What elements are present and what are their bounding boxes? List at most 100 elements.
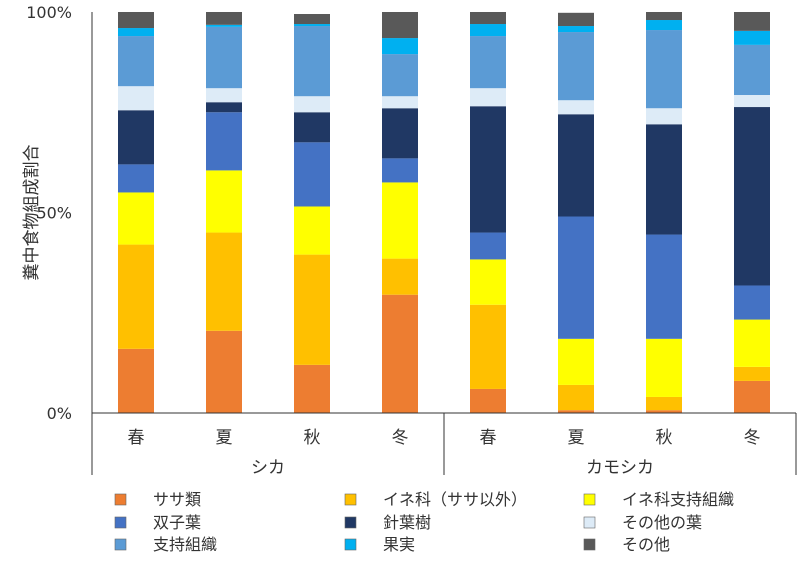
bar-segment bbox=[294, 14, 330, 25]
bar-segment bbox=[558, 12, 594, 27]
x-tick-label: 秋 bbox=[304, 428, 321, 448]
legend-label: イネ科支持組織 bbox=[622, 490, 734, 509]
bar-segment bbox=[646, 124, 682, 235]
legend-label: その他の葉 bbox=[622, 513, 702, 532]
bar-segment bbox=[206, 112, 242, 171]
legend-label: ササ類 bbox=[153, 490, 201, 509]
bar-segment bbox=[646, 234, 682, 339]
bar-segment bbox=[294, 254, 330, 365]
bar-segment bbox=[646, 396, 682, 411]
bar-segment bbox=[558, 410, 594, 413]
y-tick-label: 0% bbox=[47, 404, 72, 423]
bar-segment bbox=[294, 26, 330, 97]
bar-segment bbox=[734, 366, 770, 381]
x-tick-label: 夏 bbox=[216, 428, 233, 448]
legend-swatch bbox=[583, 538, 596, 551]
y-axis-title: 糞中食物組成割合 bbox=[22, 145, 42, 281]
bar-segment bbox=[206, 12, 242, 25]
bar-segment bbox=[294, 364, 330, 413]
bar-segment bbox=[206, 330, 242, 413]
bar-segment bbox=[118, 348, 154, 413]
bar-segment bbox=[382, 54, 418, 97]
bar-segment bbox=[118, 12, 154, 29]
bar-segment bbox=[118, 164, 154, 193]
legend-swatch bbox=[114, 538, 127, 551]
bar-segment bbox=[206, 232, 242, 331]
bar-segment bbox=[294, 206, 330, 255]
bar-segment bbox=[734, 285, 770, 320]
bar-segment bbox=[558, 114, 594, 217]
bar-segment bbox=[646, 30, 682, 109]
bar-segment bbox=[206, 102, 242, 113]
legend-swatch bbox=[344, 538, 357, 551]
x-tick-label: 秋 bbox=[656, 428, 673, 448]
bar-segment bbox=[646, 108, 682, 125]
bar-segment bbox=[558, 216, 594, 339]
bar-segment bbox=[206, 24, 242, 27]
x-tick-label: 春 bbox=[128, 428, 145, 448]
bar-segment bbox=[382, 182, 418, 259]
bar-segment bbox=[294, 142, 330, 207]
bar-segment bbox=[734, 95, 770, 108]
bar-segment bbox=[470, 388, 506, 413]
bar-segment bbox=[382, 38, 418, 55]
bar-segment bbox=[294, 96, 330, 113]
bar-segment bbox=[646, 338, 682, 397]
x-tick-label: 春 bbox=[480, 428, 497, 448]
bar-segment bbox=[382, 96, 418, 109]
bar-segment bbox=[734, 30, 770, 45]
bar-segment bbox=[118, 86, 154, 111]
bar-segment bbox=[470, 106, 506, 233]
bar-segment bbox=[470, 24, 506, 37]
bar-segment bbox=[206, 26, 242, 89]
bar-segment bbox=[558, 338, 594, 385]
bar-segment bbox=[470, 259, 506, 305]
bar-segment bbox=[382, 108, 418, 159]
legend-swatch bbox=[114, 516, 127, 529]
bar-segment bbox=[118, 28, 154, 37]
bar-segment bbox=[558, 100, 594, 115]
bar-segment bbox=[558, 384, 594, 411]
bar-segment bbox=[118, 192, 154, 245]
legend-swatch bbox=[583, 516, 596, 529]
legend-label: イネ科（ササ以外） bbox=[383, 490, 527, 509]
bar-segment bbox=[382, 294, 418, 413]
bar-segment bbox=[734, 319, 770, 367]
legend-label: 針葉樹 bbox=[383, 513, 431, 532]
y-tick-label: 100% bbox=[26, 3, 72, 22]
legend-swatch bbox=[344, 516, 357, 529]
bar-segment bbox=[558, 26, 594, 33]
bar-segment bbox=[206, 170, 242, 233]
bar-segment bbox=[646, 410, 682, 413]
legend-label: その他 bbox=[622, 535, 670, 554]
bar-segment bbox=[470, 88, 506, 107]
bar-segment bbox=[382, 258, 418, 295]
legend-swatch bbox=[583, 493, 596, 506]
bar-segment bbox=[206, 88, 242, 103]
bar-segment bbox=[470, 12, 506, 25]
bar-segment bbox=[294, 24, 330, 27]
bar-segment bbox=[734, 380, 770, 413]
bar-segment bbox=[118, 36, 154, 87]
bar-segment bbox=[734, 44, 770, 96]
x-tick-label: 冬 bbox=[392, 428, 409, 448]
y-tick-label: 50% bbox=[36, 204, 72, 223]
bar-segment bbox=[734, 107, 770, 286]
bar-segment bbox=[558, 32, 594, 101]
x-tick-label: 夏 bbox=[568, 428, 585, 448]
legend-swatch bbox=[114, 493, 127, 506]
group-label: カモシカ bbox=[586, 458, 654, 478]
bar-segment bbox=[470, 232, 506, 260]
bar-segment bbox=[294, 112, 330, 143]
bar-segment bbox=[118, 244, 154, 349]
bar-segment bbox=[118, 110, 154, 165]
bar-segment bbox=[470, 36, 506, 89]
bar-segment bbox=[382, 12, 418, 39]
legend-label: 支持組織 bbox=[153, 535, 217, 554]
x-tick-label: 冬 bbox=[744, 428, 761, 448]
group-label: シカ bbox=[251, 458, 285, 478]
bar-segment bbox=[382, 158, 418, 183]
bar-segment bbox=[646, 12, 682, 21]
